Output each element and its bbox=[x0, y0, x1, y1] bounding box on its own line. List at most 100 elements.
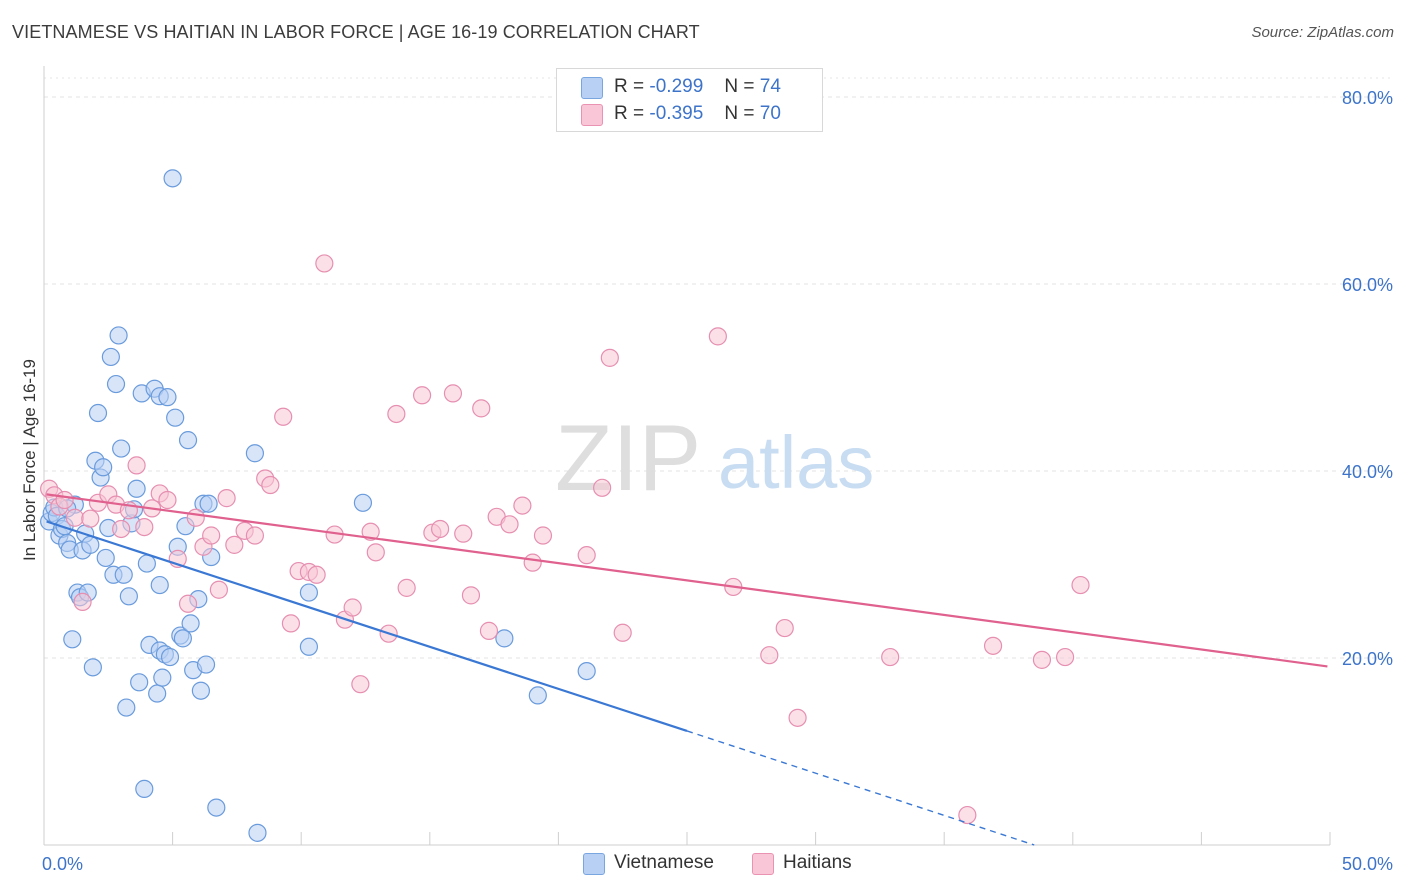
legend-swatch-haitians bbox=[581, 104, 603, 126]
point-haitians bbox=[461, 586, 481, 605]
point-vietnamese bbox=[83, 658, 102, 677]
point-vietnamese bbox=[299, 637, 319, 656]
point-vietnamese bbox=[245, 444, 265, 463]
point-haitians bbox=[202, 526, 221, 545]
point-vietnamese bbox=[106, 374, 126, 394]
point-haitians bbox=[281, 614, 301, 633]
point-vietnamese bbox=[178, 431, 198, 450]
watermark-zip: ZIP bbox=[555, 405, 701, 510]
point-haitians bbox=[430, 519, 450, 539]
point-haitians bbox=[479, 621, 499, 640]
point-haitians bbox=[245, 526, 265, 545]
r-value-vietnamese: -0.299 bbox=[649, 76, 704, 97]
point-vietnamese bbox=[353, 493, 373, 512]
point-haitians bbox=[708, 327, 727, 346]
point-haitians bbox=[387, 404, 406, 424]
legend-label-haitians: Haitians bbox=[783, 852, 852, 873]
point-vietnamese bbox=[130, 673, 149, 692]
point-vietnamese bbox=[299, 583, 319, 602]
point-haitians bbox=[613, 623, 632, 642]
point-haitians bbox=[307, 565, 326, 584]
point-haitians bbox=[361, 522, 380, 541]
tick-labels: 20.0% 40.0% 60.0% 80.0% 0.0% 50.0% bbox=[42, 88, 1393, 874]
point-haitians bbox=[261, 475, 280, 495]
point-vietnamese bbox=[135, 779, 154, 799]
point-haitians bbox=[412, 386, 432, 405]
point-haitians bbox=[366, 543, 385, 562]
point-vietnamese bbox=[81, 535, 100, 554]
point-vietnamese bbox=[119, 587, 138, 606]
point-haitians bbox=[983, 636, 1003, 655]
point-vietnamese bbox=[191, 681, 210, 700]
point-vietnamese bbox=[114, 565, 133, 584]
point-haitians bbox=[81, 509, 100, 528]
point-vietnamese bbox=[207, 798, 226, 817]
point-haitians bbox=[533, 526, 553, 545]
point-vietnamese bbox=[196, 655, 216, 674]
point-haitians bbox=[315, 254, 334, 273]
point-vietnamese bbox=[94, 458, 113, 477]
y-tick-label: 20.0% bbox=[1342, 649, 1393, 669]
point-vietnamese bbox=[166, 408, 185, 427]
r-label: R = bbox=[614, 76, 645, 97]
grid-lines bbox=[44, 77, 1392, 659]
point-haitians bbox=[351, 675, 370, 694]
point-vietnamese bbox=[117, 698, 136, 717]
point-vietnamese bbox=[248, 823, 267, 842]
point-haitians bbox=[760, 646, 779, 665]
point-haitians bbox=[209, 580, 228, 599]
x-tick-label-max: 50.0% bbox=[1342, 854, 1393, 874]
point-haitians bbox=[472, 399, 491, 418]
point-haitians bbox=[65, 508, 84, 527]
n-label: N = bbox=[724, 103, 755, 124]
point-haitians bbox=[186, 508, 205, 527]
point-vietnamese bbox=[160, 647, 180, 667]
legend-label-vietnamese: Vietnamese bbox=[614, 852, 714, 873]
point-vietnamese bbox=[199, 494, 218, 513]
y-tick-label: 40.0% bbox=[1342, 462, 1393, 482]
watermark-atlas: atlas bbox=[718, 421, 874, 504]
point-haitians bbox=[225, 535, 244, 554]
point-vietnamese bbox=[163, 169, 182, 188]
point-vietnamese bbox=[150, 575, 169, 595]
axes bbox=[43, 66, 1331, 846]
point-vietnamese bbox=[153, 668, 172, 687]
x-tick-label-min: 0.0% bbox=[42, 854, 83, 874]
point-haitians bbox=[513, 496, 532, 515]
data-points bbox=[40, 169, 1090, 842]
point-haitians bbox=[397, 578, 416, 597]
point-haitians bbox=[788, 708, 807, 727]
y-tick-label: 60.0% bbox=[1342, 275, 1393, 295]
trend-line-vietnamese-extrapolated bbox=[686, 730, 1035, 846]
point-haitians bbox=[1071, 575, 1090, 595]
point-haitians bbox=[158, 490, 177, 510]
point-haitians bbox=[593, 478, 612, 497]
point-haitians bbox=[135, 517, 154, 537]
n-label: N = bbox=[724, 76, 755, 97]
point-haitians bbox=[454, 524, 473, 543]
point-vietnamese bbox=[137, 554, 156, 573]
point-haitians bbox=[1032, 650, 1052, 669]
watermark: ZIP atlas bbox=[555, 405, 874, 510]
trend-lines bbox=[46, 493, 1328, 846]
point-vietnamese bbox=[158, 388, 177, 407]
point-haitians bbox=[178, 594, 198, 613]
stats-legend: R = -0.299 N = 74 R = -0.395 N = 70 bbox=[556, 68, 823, 132]
point-vietnamese bbox=[101, 347, 120, 367]
point-vietnamese bbox=[528, 686, 547, 705]
point-vietnamese bbox=[88, 403, 108, 423]
point-vietnamese bbox=[112, 439, 131, 458]
point-vietnamese bbox=[96, 548, 115, 568]
point-vietnamese bbox=[577, 661, 596, 681]
point-vietnamese bbox=[181, 614, 200, 633]
legend-swatch-haitians bbox=[752, 853, 774, 875]
n-value-vietnamese: 74 bbox=[759, 76, 781, 97]
point-vietnamese bbox=[173, 629, 192, 648]
point-haitians bbox=[958, 805, 977, 825]
r-label: R = bbox=[614, 103, 645, 124]
point-haitians bbox=[112, 519, 131, 539]
trend-line-vietnamese bbox=[46, 520, 688, 732]
chart-title: VIETNAMESE VS HAITIAN IN LABOR FORCE | A… bbox=[12, 22, 700, 42]
point-haitians bbox=[73, 592, 92, 612]
